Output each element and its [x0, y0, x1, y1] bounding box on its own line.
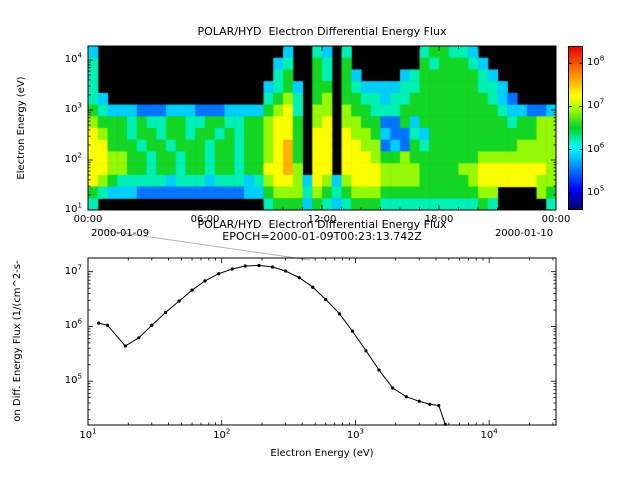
- spectrum-point: [283, 269, 288, 273]
- spectrum-point: [391, 386, 395, 390]
- spectrum-point: [337, 312, 342, 316]
- spectrum-point: [443, 422, 447, 426]
- top-panel-ylabel: Electron Energy (eV): [16, 76, 27, 180]
- spectrum-point: [123, 344, 127, 348]
- colorbar-tick-label: 108: [587, 54, 605, 69]
- spectrum-point: [350, 329, 355, 333]
- spectrum-point: [377, 368, 381, 372]
- spectrum-point: [105, 323, 110, 327]
- bottom-x-tick-label: 101: [79, 427, 97, 441]
- top-x-tick-label: 06:00: [190, 214, 220, 225]
- spectrum-point: [364, 349, 368, 353]
- bottom-y-tick-label: 105: [64, 372, 82, 387]
- spectrum-point: [324, 297, 328, 302]
- top-x-tick-label: 00:00: [73, 214, 103, 225]
- spectrum-point: [404, 395, 408, 399]
- colorbar: [568, 46, 583, 210]
- top-x-tick-label: 18:00: [424, 214, 454, 225]
- spectrum-point: [230, 267, 234, 271]
- spectrum-point: [270, 265, 275, 269]
- spectrum-point: [190, 288, 194, 292]
- spectrum-point: [96, 321, 101, 325]
- colorbar-tick-label: 107: [587, 98, 605, 112]
- top-y-tick-label: 102: [64, 151, 82, 165]
- spectrum-point: [437, 403, 441, 408]
- top-panel-title: POLAR/HYD Electron Differential Energy F…: [197, 25, 447, 38]
- top-x-tick-label: 00:00: [541, 214, 571, 225]
- bottom-panel-epoch: EPOCH=2000-01-09T00:23:13.742Z: [222, 230, 422, 243]
- spectrum-point: [137, 336, 141, 340]
- bottom-x-tick-label: 102: [213, 427, 231, 441]
- x-axis-date-left: 2000-01-09: [90, 228, 150, 239]
- spectrum-point: [203, 279, 207, 283]
- spectrum-line: [98, 264, 446, 425]
- bottom-y-tick-label: 106: [64, 318, 82, 332]
- spectrum-point: [297, 275, 301, 280]
- spectrum-point: [150, 323, 154, 327]
- colorbar-tick-label: 106: [587, 141, 605, 155]
- top-y-tick-label: 104: [64, 51, 82, 65]
- bottom-x-tick-label: 103: [346, 427, 365, 441]
- top-y-tick-label: 103: [64, 101, 82, 115]
- x-axis-date-right: 2000-01-10: [494, 228, 554, 239]
- top-x-tick-label: 12:00: [307, 214, 337, 225]
- spectrum-point: [428, 402, 432, 406]
- spectrum-point: [177, 299, 181, 303]
- bottom-x-tick-label: 104: [480, 427, 498, 441]
- spectrum-point: [217, 272, 221, 276]
- top-y-tick-label: 101: [64, 201, 82, 215]
- bottom-panel-ylabel: on Diff. Energy Flux (1/(cm^2-s-: [12, 260, 23, 422]
- bottom-panel-title: POLAR/HYD Electron Differential Energy F…: [197, 218, 447, 231]
- spectrum-point: [243, 264, 247, 268]
- spectrum-point: [311, 285, 315, 289]
- spectrum-point: [417, 399, 421, 403]
- bottom-panel-xlabel: Electron Energy (eV): [270, 448, 374, 459]
- spectrogram-heatmap: [88, 46, 556, 210]
- bottom-y-tick-label: 107: [64, 263, 82, 277]
- colorbar-tick-label: 105: [587, 184, 605, 198]
- spectrum-point: [257, 263, 261, 268]
- spectrum-point: [163, 310, 168, 315]
